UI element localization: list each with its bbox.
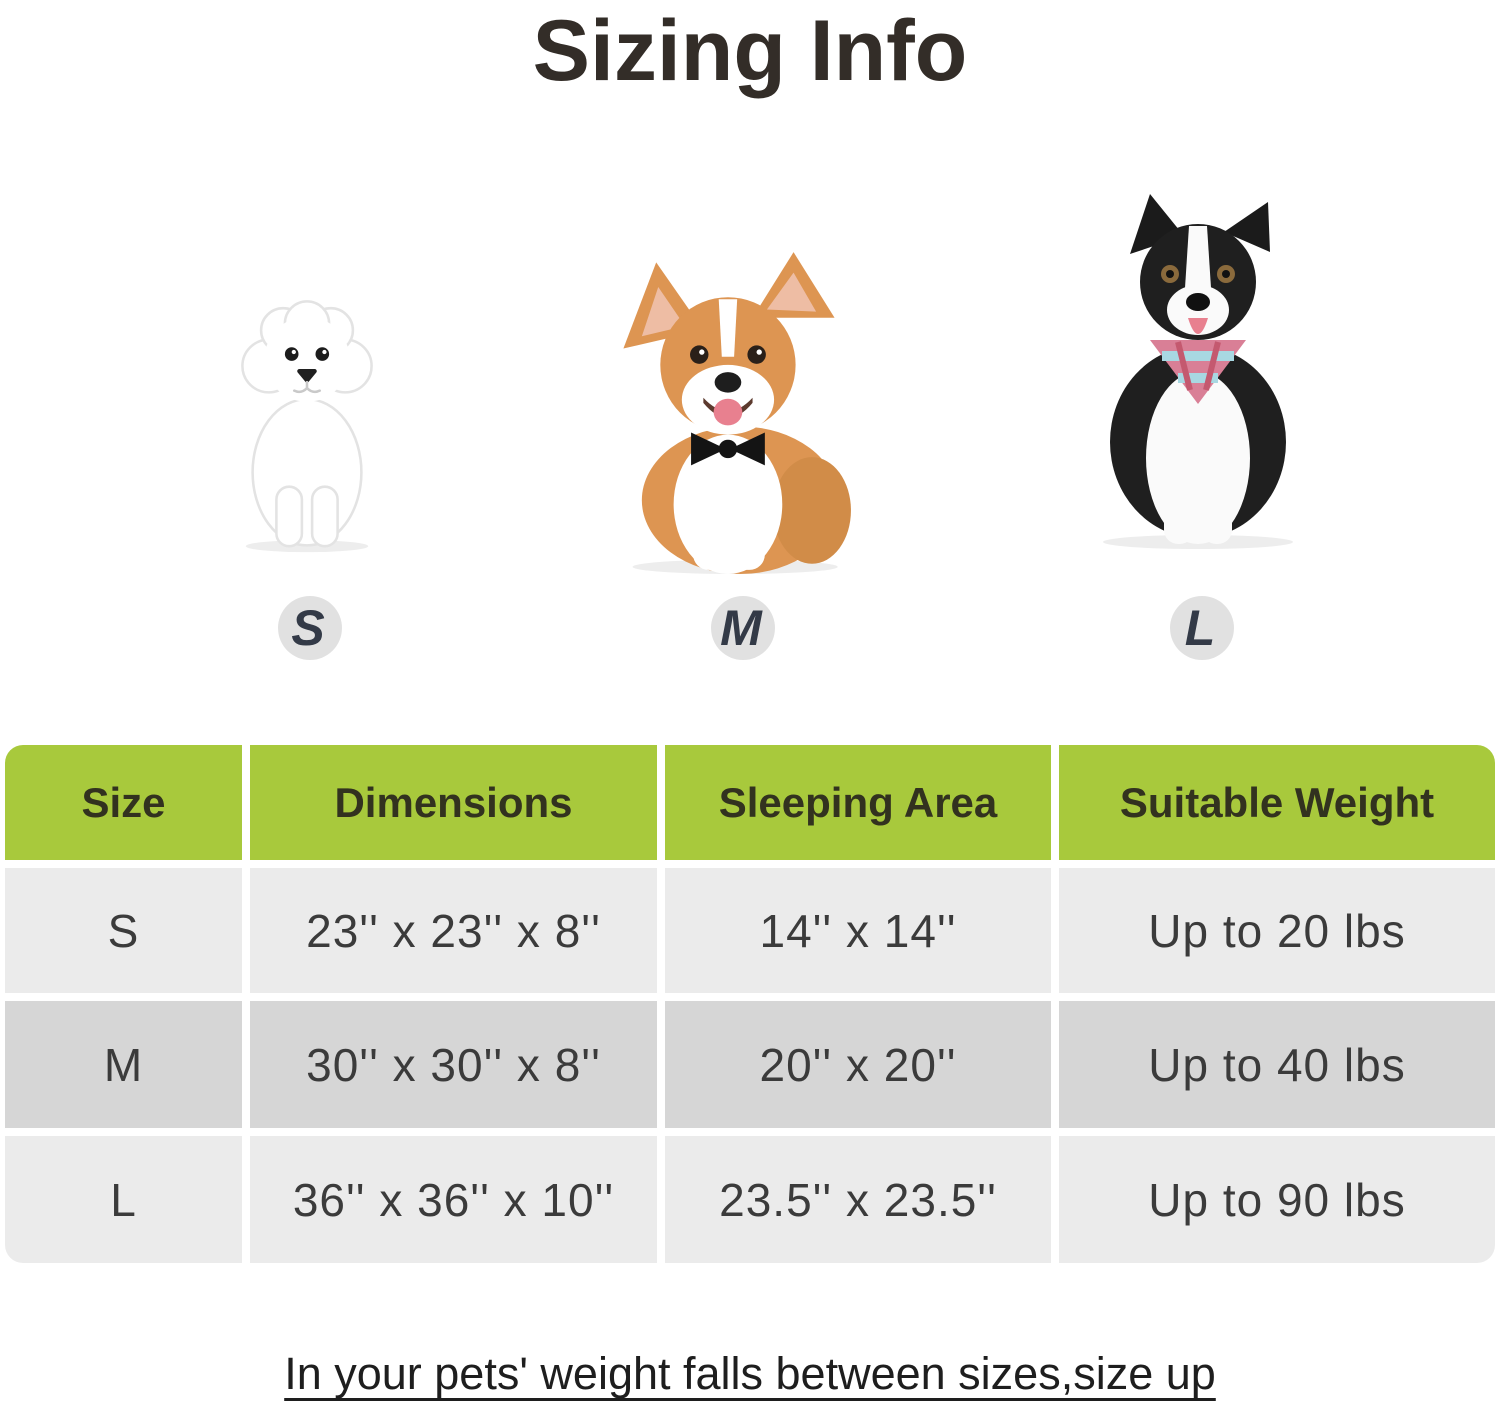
size-up-note: In your pets' weight falls between sizes… xyxy=(284,1348,1216,1399)
cell-s-dimensions: 23'' x 23'' x 8'' xyxy=(250,868,657,993)
size-badge-small-label: S xyxy=(291,600,325,656)
header-cell-dimensions: Dimensions xyxy=(250,745,657,860)
dog-photo-large xyxy=(1078,166,1318,574)
cell-m-sleeping-area: 20'' x 20'' xyxy=(665,1001,1051,1128)
cell-s-sleeping-area: 14'' x 14'' xyxy=(665,868,1051,993)
corgi-dog-illustration-icon xyxy=(623,252,851,574)
header-cell-size: Size xyxy=(5,745,242,860)
cell-m-dimensions: 30'' x 30'' x 8'' xyxy=(250,1001,657,1128)
header-cell-suitable-weight: Suitable Weight xyxy=(1059,745,1495,860)
size-badge-large-label: L xyxy=(1184,600,1216,656)
dog-photo-medium xyxy=(592,246,868,574)
cell-m-size: M xyxy=(5,1001,242,1128)
cell-l-size: L xyxy=(5,1136,242,1263)
cell-l-sleeping-area: 23.5'' x 23.5'' xyxy=(665,1136,1051,1263)
header-cell-sleeping-area: Sleeping Area xyxy=(665,745,1051,860)
size-badge-medium-label: M xyxy=(720,600,762,656)
cell-s-weight: Up to 20 lbs xyxy=(1059,868,1495,993)
cell-l-weight: Up to 90 lbs xyxy=(1059,1136,1495,1263)
size-badge-small: S xyxy=(278,596,342,660)
cell-l-dimensions: 36'' x 36'' x 10'' xyxy=(250,1136,657,1263)
page-title: Sizing Info xyxy=(532,3,968,99)
size-badge-large: L xyxy=(1170,596,1234,660)
cell-s-size: S xyxy=(5,868,242,993)
sizing-table: Size Dimensions Sleeping Area Suitable W… xyxy=(5,745,1495,1263)
cell-m-weight: Up to 40 lbs xyxy=(1059,1001,1495,1128)
border-collie-dog-illustration-icon xyxy=(1103,194,1293,549)
bichon-dog-illustration-icon xyxy=(241,300,373,553)
dog-photo-small xyxy=(222,278,392,573)
size-badge-medium: M xyxy=(711,596,775,660)
